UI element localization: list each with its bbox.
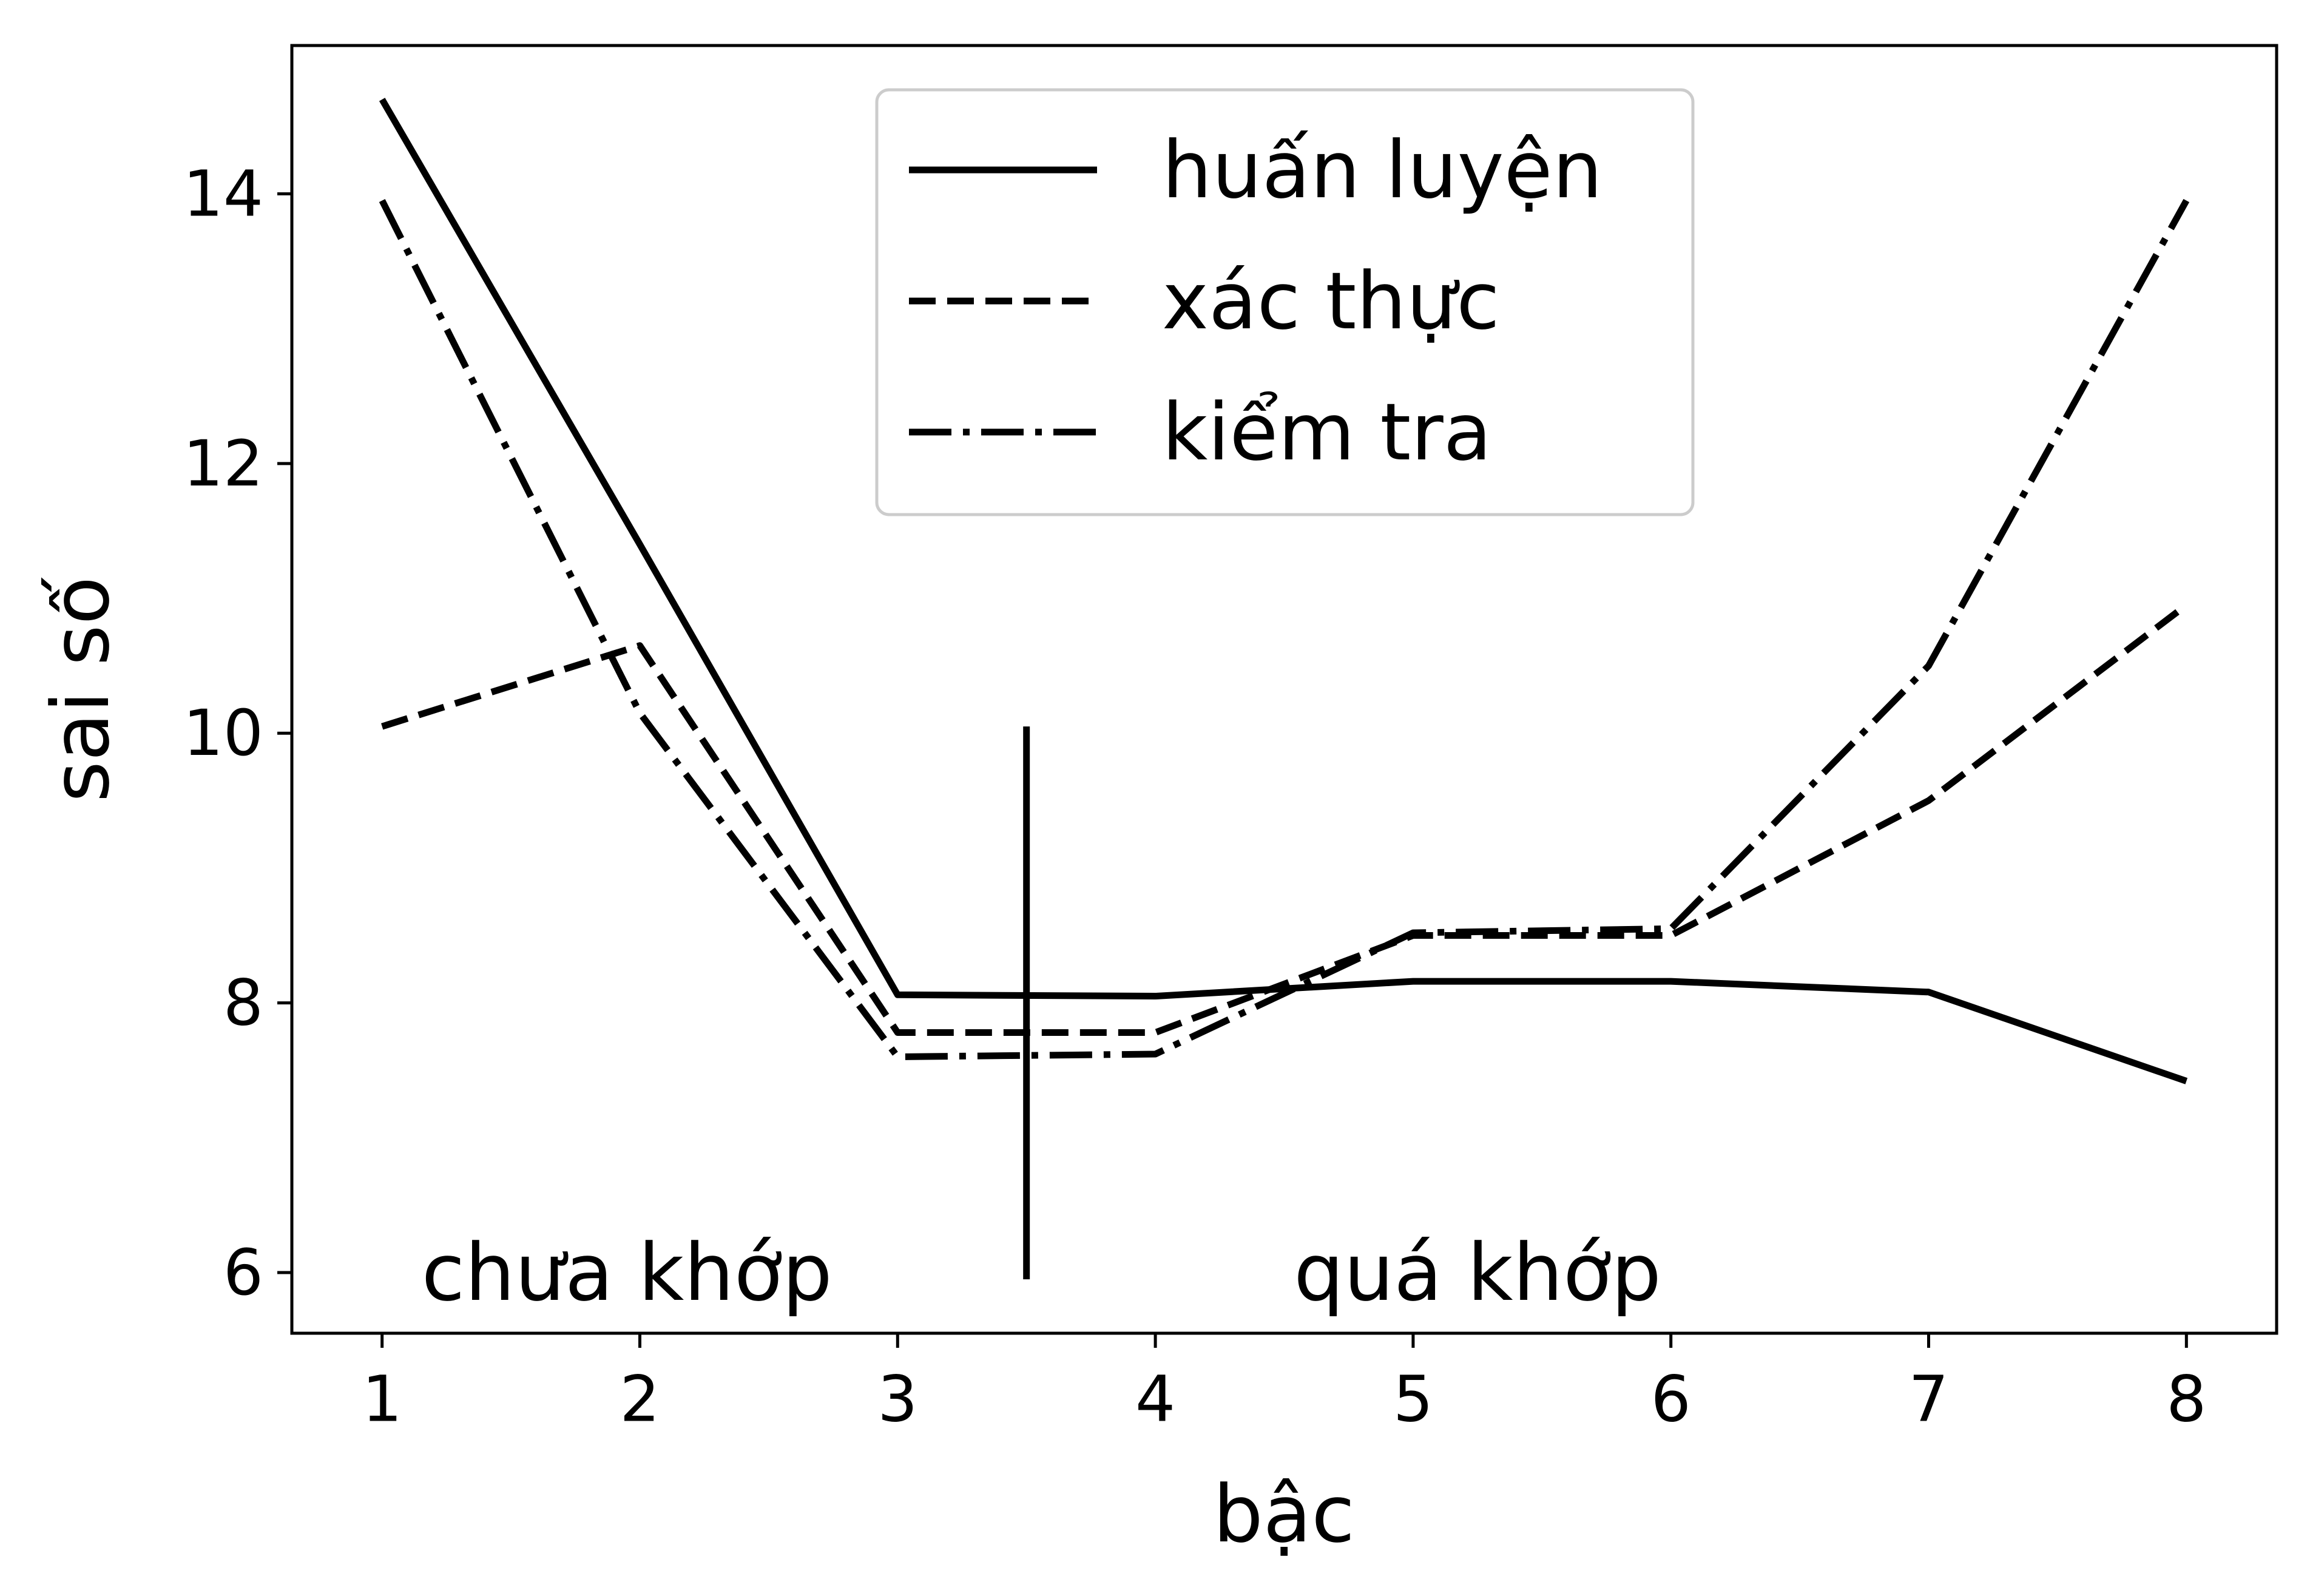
series-line-solid [379,98,2188,1084]
legend-label: kiểm tra [1162,386,1491,478]
x-tick-label: 2 [620,1362,660,1436]
legend-label: huấn luyện [1162,124,1602,216]
x-tick-label: 8 [2166,1362,2206,1436]
x-tick-label: 5 [1393,1362,1433,1436]
x-tick-label: 4 [1135,1362,1175,1436]
legend: huấn luyện xác thực kiểm tra [875,88,1695,516]
y-tick-label: 10 [183,696,263,770]
y-tick-label: 8 [223,966,263,1040]
series-line-dashed [381,602,2189,1036]
x-tick-label: 1 [362,1362,402,1436]
legend-box [875,88,1695,516]
x-tick-label: 6 [1651,1362,1691,1436]
y-tick-label: 6 [223,1236,263,1310]
legend-label: xác thực [1162,255,1500,347]
annotation-label: chưa khớp [422,1226,832,1319]
x-axis-label: bậc [1213,1468,1355,1560]
annotations: chưa khớp quá khớp [422,1226,1661,1319]
x-tick-label: 7 [1908,1362,1948,1436]
x-tick-label: 3 [877,1362,917,1436]
y-axis-label: sai số [35,577,127,802]
plot-area-frame [290,44,2278,1335]
annotation-label: quá khớp [1294,1226,1661,1319]
series-lines [379,98,2190,1084]
y-tick-label: 12 [183,427,263,501]
y-tick-label: 14 [183,157,263,231]
series-line-dashdot [379,198,2190,1060]
